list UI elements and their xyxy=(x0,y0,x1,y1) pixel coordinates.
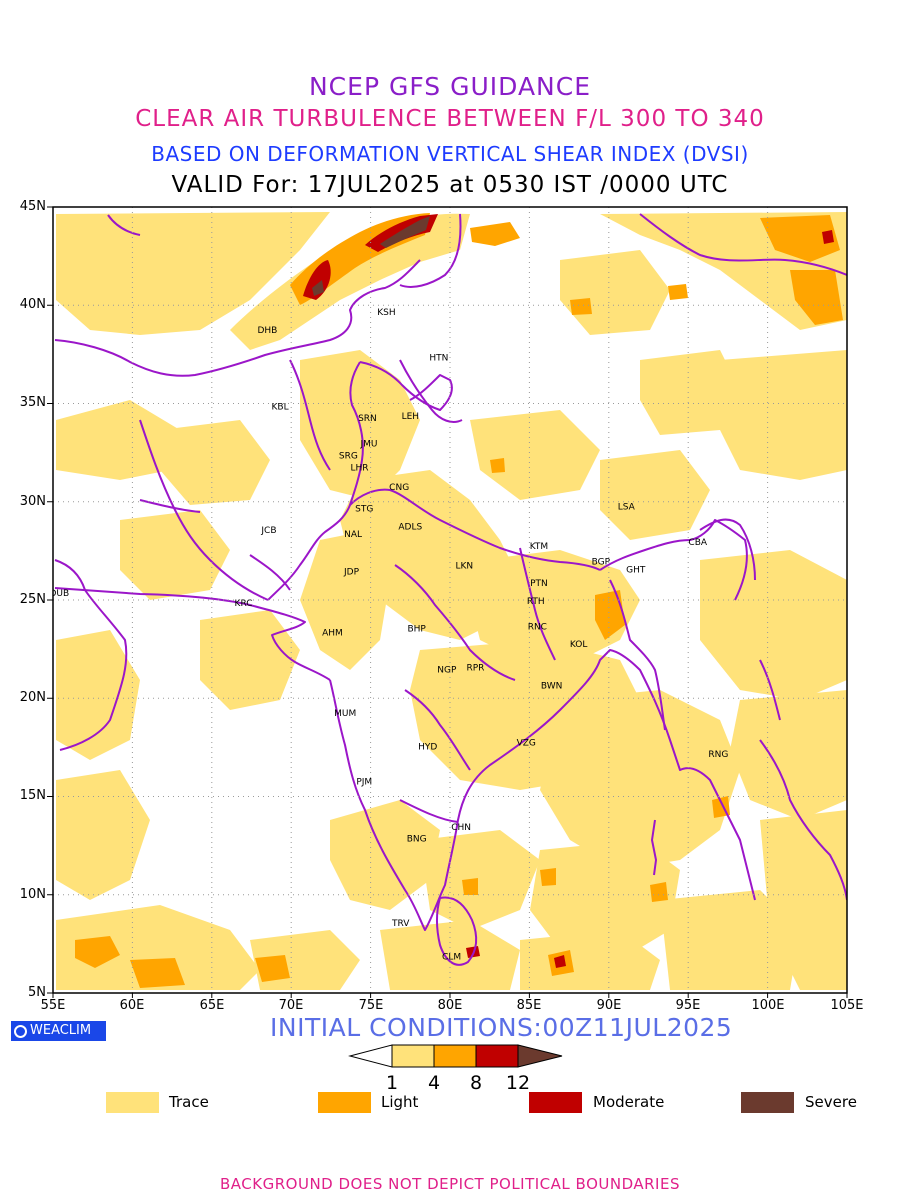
station-label-bng: BNG xyxy=(407,835,427,845)
legend-swatch-moderate xyxy=(529,1092,582,1113)
station-label-ktm: KTM xyxy=(530,542,548,552)
station-label-lkn: LKN xyxy=(455,562,473,572)
station-label-ptn: PTN xyxy=(530,579,548,589)
legend-label-trace: Trace xyxy=(169,1093,209,1111)
lon-label: 90E xyxy=(596,998,622,1013)
lon-label: 70E xyxy=(278,998,304,1013)
colorbar-trace xyxy=(391,1044,435,1068)
lon-label: 65E xyxy=(199,998,225,1013)
lat-label: 5N xyxy=(28,985,46,1000)
colorbar-tick: 8 xyxy=(469,1072,483,1094)
lat-label: 30N xyxy=(19,494,46,509)
legend-label-severe: Severe xyxy=(805,1093,857,1111)
initial-conditions: INITIAL CONDITIONS:00Z11JUL2025 xyxy=(270,1013,733,1042)
weaclim-logo: WEACLIM xyxy=(11,1021,106,1041)
station-label-clm: CLM xyxy=(442,953,461,963)
station-label-kol: KOL xyxy=(570,640,588,650)
colorbar xyxy=(348,1044,563,1068)
lat-label: 25N xyxy=(19,592,46,607)
station-label-ght: GHT xyxy=(626,565,646,575)
legend-label-light: Light xyxy=(381,1093,419,1111)
station-label-jdp: JDP xyxy=(343,567,360,577)
title-line-3: BASED ON DEFORMATION VERTICAL SHEAR INDE… xyxy=(151,142,749,166)
station-label-vzg: VZG xyxy=(517,738,536,748)
footer-disclaimer: BACKGROUND DOES NOT DEPICT POLITICAL BOU… xyxy=(220,1175,680,1193)
lon-label: 85E xyxy=(516,998,542,1013)
station-label-htn: HTN xyxy=(429,353,448,363)
grid-lines xyxy=(53,207,847,993)
lat-label: 40N xyxy=(19,297,46,312)
station-label-cng: CNG xyxy=(389,483,409,493)
lon-label: 60E xyxy=(119,998,145,1013)
legend-label-moderate: Moderate xyxy=(593,1093,665,1111)
colorbar-tick: 12 xyxy=(505,1072,531,1094)
title-line-2: CLEAR AIR TURBULENCE BETWEEN F/L 300 TO … xyxy=(135,106,765,132)
station-label-rpr: RPR xyxy=(466,664,484,674)
station-label-stg: STG xyxy=(355,505,373,515)
station-label-srg: SRG xyxy=(339,452,358,462)
station-label-bgp: BGP xyxy=(592,558,611,568)
legend-swatch-light xyxy=(318,1092,371,1113)
lon-label: 100E xyxy=(751,998,785,1013)
station-label-rnc: RNC xyxy=(528,622,547,632)
legend-swatch-severe xyxy=(741,1092,794,1113)
lat-label: 35N xyxy=(19,395,46,410)
station-label-bhp: BHP xyxy=(407,624,426,634)
station-label-kbl: KBL xyxy=(272,402,289,412)
lat-label: 10N xyxy=(19,887,46,902)
station-label-dub: DUB xyxy=(50,589,70,599)
lon-label: 105E xyxy=(830,998,864,1013)
axis-ticks xyxy=(47,206,848,998)
lon-label: 75E xyxy=(358,998,384,1013)
lon-label: 80E xyxy=(437,998,463,1013)
station-label-hyd: HYD xyxy=(418,742,437,752)
station-label-lhr: LHR xyxy=(350,463,368,473)
station-label-chn: CHN xyxy=(451,823,471,833)
globe-icon xyxy=(14,1024,27,1038)
station-label-pjm: PJM xyxy=(356,778,372,788)
lat-label: 20N xyxy=(19,690,46,705)
station-label-ksh: KSH xyxy=(377,308,395,318)
lat-label: 15N xyxy=(19,788,46,803)
legend-swatch-trace xyxy=(106,1092,159,1113)
station-label-jcb: JCB xyxy=(260,526,276,536)
station-label-bwn: BWN xyxy=(541,681,563,691)
trace-turbulence-areas xyxy=(56,212,847,990)
logo-label: WEACLIM xyxy=(30,1023,92,1038)
title-line-1: NCEP GFS GUIDANCE xyxy=(308,72,591,101)
boundary-lines xyxy=(54,213,847,966)
station-label-rth: RTH xyxy=(527,597,545,607)
severe-turbulence-areas xyxy=(312,216,430,296)
colorbar-tick: 1 xyxy=(385,1072,399,1094)
station-label-ahm: AHM xyxy=(322,628,343,638)
lat-label: 45N xyxy=(19,199,46,214)
station-label-adls: ADLS xyxy=(398,522,422,532)
colorbar-light xyxy=(433,1044,477,1068)
station-label-trv: TRV xyxy=(391,919,410,929)
station-label-nal: NAL xyxy=(344,530,362,540)
station-label-srn: SRN xyxy=(358,414,377,424)
station-label-leh: LEH xyxy=(402,412,419,422)
colorbar-severe xyxy=(517,1044,563,1068)
station-label-lsa: LSA xyxy=(618,503,636,513)
station-label-dhb: DHB xyxy=(257,326,277,336)
station-label-krc: KRC xyxy=(235,599,253,609)
station-label-cba: CBA xyxy=(688,538,707,548)
colorbar-tick: 4 xyxy=(427,1072,441,1094)
lon-label: 95E xyxy=(675,998,701,1013)
station-label-rng: RNG xyxy=(708,750,728,760)
station-label-ngp: NGP xyxy=(437,666,457,676)
station-label-jmu: JMU xyxy=(360,440,378,450)
colorbar-low-arrow xyxy=(348,1044,393,1068)
valid-time: VALID For: 17JUL2025 at 0530 IST /0000 U… xyxy=(171,172,729,198)
colorbar-moderate xyxy=(475,1044,519,1068)
lon-label: 55E xyxy=(40,998,66,1013)
station-label-mum: MUM xyxy=(334,709,356,719)
